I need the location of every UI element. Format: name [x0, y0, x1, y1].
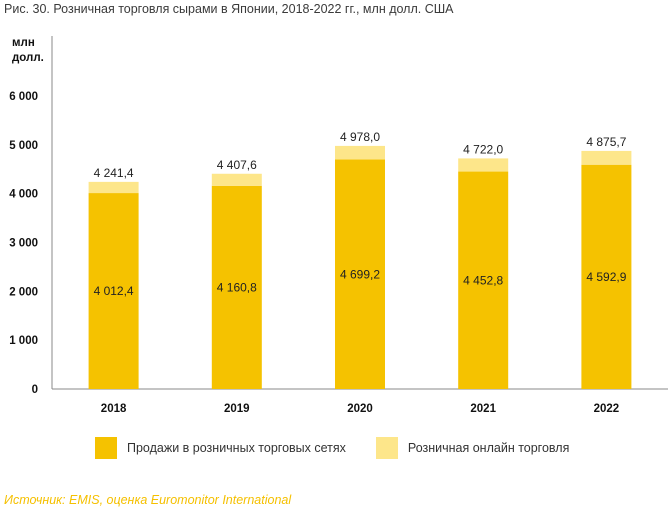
bar-chart: 0 1 000 2 000 3 000 4 000 5 000 6 000 4 012,4 4 … — [9, 36, 668, 415]
bar-retail-2018 — [88, 193, 139, 389]
data-label-total: 4 722,0 — [463, 142, 503, 156]
data-label-total: 4 407,6 — [217, 158, 257, 172]
bar-online-2022 — [581, 150, 632, 165]
x-tick-label: 2018 — [101, 403, 127, 415]
y-tick-label: 0 — [32, 384, 38, 396]
y-tick-label: 2 000 — [9, 286, 38, 298]
x-tick-label: 2019 — [224, 403, 250, 415]
data-label-retail: 4 592,9 — [586, 270, 626, 284]
bar-online-2019 — [211, 173, 262, 186]
y-tick-label: 4 000 — [9, 189, 38, 201]
bar-retail-2021 — [458, 171, 509, 389]
data-label-total: 4 875,7 — [586, 135, 626, 149]
y-tick-label: 1 000 — [9, 335, 38, 347]
bar-online-2018 — [88, 181, 139, 194]
legend-label-online: Розничная онлайн торговля — [407, 441, 570, 455]
bar-online-2021 — [458, 158, 509, 172]
bar-retail-2022 — [581, 164, 632, 389]
chart-legend: Продажи в розничных торговых сетях Розни… — [95, 437, 599, 459]
y-axis-unit-line2: долл. — [12, 52, 44, 64]
source-note: Источник: EMIS, оценка Euromonitor Inter… — [4, 493, 292, 507]
legend-label-retail: Продажи в розничных торговых сетях — [127, 441, 346, 455]
legend-swatch-online — [375, 437, 398, 459]
y-axis-unit: млн долл. — [12, 36, 44, 66]
bar-retail-2020 — [335, 159, 385, 389]
chart-title: Рис. 30. Розничная торговля сырами в Япо… — [4, 2, 454, 16]
x-tick-label: 2021 — [470, 403, 496, 415]
x-tick-label: 2020 — [347, 403, 373, 415]
y-tick-label: 6 000 — [9, 91, 38, 103]
x-tick-label: 2022 — [594, 403, 620, 415]
y-tick-label: 5 000 — [9, 140, 38, 152]
bar-retail-2019 — [211, 185, 262, 389]
y-tick-label: 3 000 — [9, 238, 38, 250]
data-label-retail: 4 160,8 — [217, 280, 257, 294]
data-label-total: 4 978,0 — [340, 130, 380, 144]
legend-item-online: Розничная онлайн торговля — [375, 437, 570, 459]
data-label-retail: 4 699,2 — [340, 267, 380, 281]
data-label-total: 4 241,4 — [94, 166, 134, 180]
y-axis-unit-line1: млн — [12, 37, 35, 49]
data-label-retail: 4 452,8 — [463, 273, 503, 287]
bar-online-2020 — [335, 145, 385, 160]
data-label-retail: 4 012,4 — [94, 284, 134, 298]
legend-swatch-retail — [95, 437, 117, 459]
legend-item-retail: Продажи в розничных торговых сетях — [95, 437, 346, 459]
